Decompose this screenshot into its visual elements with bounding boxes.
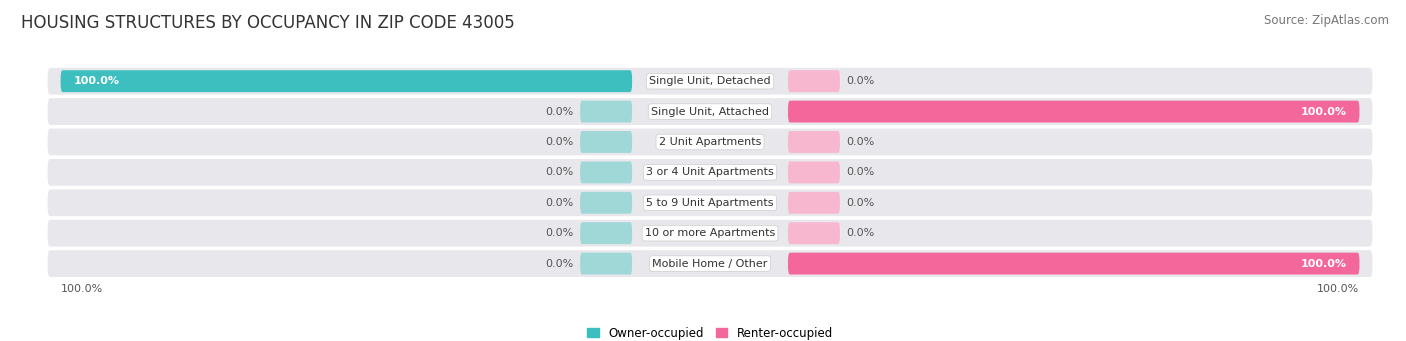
Text: 0.0%: 0.0% [846, 198, 875, 208]
Text: 0.0%: 0.0% [546, 228, 574, 238]
Text: 2 Unit Apartments: 2 Unit Apartments [659, 137, 761, 147]
FancyBboxPatch shape [787, 101, 1360, 122]
Text: 100.0%: 100.0% [60, 284, 103, 294]
Text: 100.0%: 100.0% [1301, 258, 1347, 269]
Text: 0.0%: 0.0% [846, 228, 875, 238]
FancyBboxPatch shape [581, 161, 633, 183]
FancyBboxPatch shape [581, 101, 633, 122]
Text: 100.0%: 100.0% [1301, 107, 1347, 117]
FancyBboxPatch shape [787, 131, 839, 153]
Text: 0.0%: 0.0% [846, 76, 875, 86]
Text: 100.0%: 100.0% [1317, 284, 1360, 294]
FancyBboxPatch shape [48, 98, 1372, 125]
Text: Mobile Home / Other: Mobile Home / Other [652, 258, 768, 269]
Text: 0.0%: 0.0% [846, 167, 875, 177]
Text: HOUSING STRUCTURES BY OCCUPANCY IN ZIP CODE 43005: HOUSING STRUCTURES BY OCCUPANCY IN ZIP C… [21, 14, 515, 32]
FancyBboxPatch shape [787, 192, 839, 214]
Text: 0.0%: 0.0% [546, 167, 574, 177]
FancyBboxPatch shape [581, 192, 633, 214]
Text: 3 or 4 Unit Apartments: 3 or 4 Unit Apartments [647, 167, 773, 177]
Text: Single Unit, Attached: Single Unit, Attached [651, 107, 769, 117]
Text: Single Unit, Detached: Single Unit, Detached [650, 76, 770, 86]
FancyBboxPatch shape [581, 222, 633, 244]
FancyBboxPatch shape [48, 189, 1372, 216]
FancyBboxPatch shape [787, 253, 1360, 275]
Text: 0.0%: 0.0% [546, 107, 574, 117]
FancyBboxPatch shape [787, 222, 839, 244]
Text: 0.0%: 0.0% [546, 198, 574, 208]
Text: 10 or more Apartments: 10 or more Apartments [645, 228, 775, 238]
Legend: Owner-occupied, Renter-occupied: Owner-occupied, Renter-occupied [586, 327, 834, 340]
FancyBboxPatch shape [787, 70, 839, 92]
FancyBboxPatch shape [581, 131, 633, 153]
FancyBboxPatch shape [787, 161, 839, 183]
FancyBboxPatch shape [48, 159, 1372, 186]
Text: 100.0%: 100.0% [73, 76, 120, 86]
FancyBboxPatch shape [48, 220, 1372, 247]
FancyBboxPatch shape [60, 70, 633, 92]
Text: 0.0%: 0.0% [846, 137, 875, 147]
Text: 5 to 9 Unit Apartments: 5 to 9 Unit Apartments [647, 198, 773, 208]
Text: 0.0%: 0.0% [546, 258, 574, 269]
FancyBboxPatch shape [581, 253, 633, 275]
Text: Source: ZipAtlas.com: Source: ZipAtlas.com [1264, 14, 1389, 27]
Text: 0.0%: 0.0% [546, 137, 574, 147]
FancyBboxPatch shape [48, 129, 1372, 155]
FancyBboxPatch shape [48, 68, 1372, 94]
FancyBboxPatch shape [48, 250, 1372, 277]
